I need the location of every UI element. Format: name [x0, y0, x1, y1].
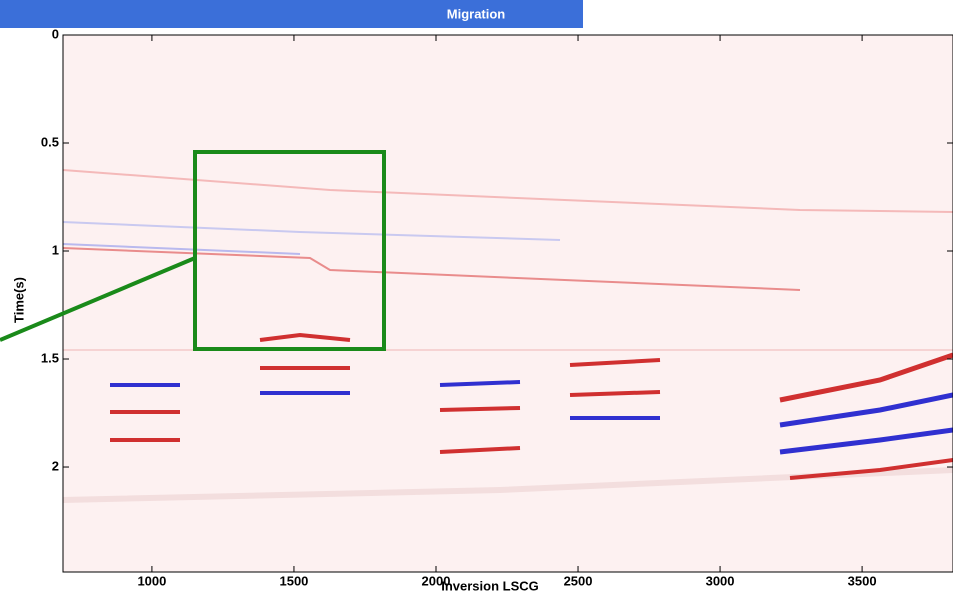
x-tick-label: 2000: [422, 573, 451, 588]
x-tick-label: 1000: [137, 573, 166, 588]
highlight-box: [193, 150, 386, 351]
callout-line: [0, 256, 196, 342]
plot-frame: [62, 34, 953, 573]
x-tick-label: 1500: [279, 573, 308, 588]
y-tick-label: 0.5: [41, 134, 59, 149]
chart-title: Migration: [447, 6, 506, 21]
y-axis-label: Time(s): [11, 277, 26, 323]
x-tick-label: 2500: [564, 573, 593, 588]
x-tick-label: 3500: [848, 573, 877, 588]
y-tick-label: 2: [52, 458, 59, 473]
y-tick-label: 1: [52, 242, 59, 257]
y-tick-label: 1.5: [41, 350, 59, 365]
image-background: [63, 35, 953, 572]
x-axis-label: Inversion LSCG: [441, 578, 539, 593]
y-tick-label: 0: [52, 26, 59, 41]
banner: [0, 0, 583, 28]
x-tick-label: 3000: [706, 573, 735, 588]
